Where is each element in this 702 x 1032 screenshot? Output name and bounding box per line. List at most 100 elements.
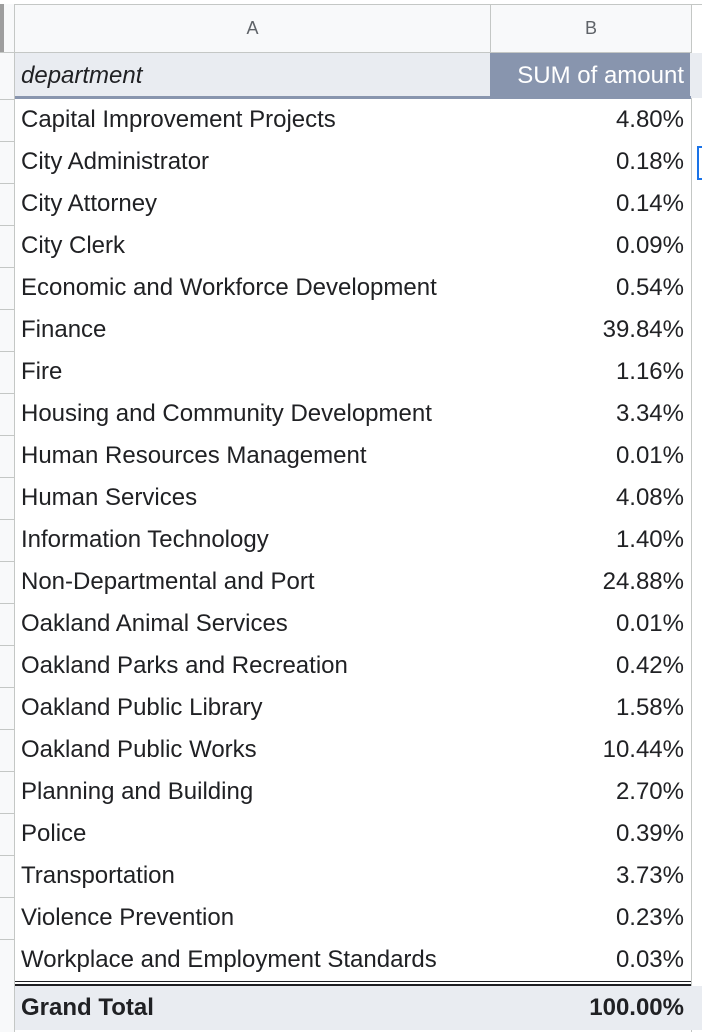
amount-cell[interactable]: 0.18% xyxy=(490,148,690,176)
department-cell[interactable]: City Attorney xyxy=(15,190,490,218)
table-row[interactable]: Oakland Animal Services 0.01% xyxy=(15,603,702,645)
grand-total-amount[interactable]: 100.00% xyxy=(490,994,690,1022)
table-row[interactable]: City Clerk 0.09% xyxy=(15,225,702,267)
header-underline xyxy=(15,96,691,99)
amount-cell[interactable]: 0.01% xyxy=(490,610,690,638)
table-row[interactable]: Human Services 4.08% xyxy=(15,477,702,519)
row-divider xyxy=(0,771,14,772)
amount-cell[interactable]: 0.42% xyxy=(490,652,690,680)
amount-cell[interactable]: 0.03% xyxy=(490,946,690,974)
amount-cell[interactable]: 0.39% xyxy=(490,820,690,848)
department-cell[interactable]: Human Resources Management xyxy=(15,442,490,470)
amount-cell[interactable]: 2.70% xyxy=(490,778,690,806)
department-cell[interactable]: Oakland Public Works xyxy=(15,736,490,764)
table-row[interactable]: Oakland Public Works 10.44% xyxy=(15,729,702,771)
department-cell[interactable]: Housing and Community Development xyxy=(15,400,490,428)
row-divider xyxy=(0,897,14,898)
selected-cell-indicator[interactable] xyxy=(697,146,702,180)
table-row[interactable]: Violence Prevention 0.23% xyxy=(15,897,702,939)
frozen-handle[interactable] xyxy=(0,4,4,52)
department-cell[interactable]: Transportation xyxy=(15,862,490,890)
table-row[interactable]: Oakland Public Library 1.58% xyxy=(15,687,702,729)
row-divider xyxy=(0,645,14,646)
row-header-strip[interactable] xyxy=(0,53,15,1032)
row-divider xyxy=(0,813,14,814)
row-divider xyxy=(0,225,14,226)
table-row[interactable]: Human Resources Management 0.01% xyxy=(15,435,702,477)
amount-cell[interactable]: 24.88% xyxy=(490,568,690,596)
column-b-right-border xyxy=(691,53,692,1032)
row-divider xyxy=(0,729,14,730)
department-cell[interactable]: Oakland Parks and Recreation xyxy=(15,652,490,680)
table-row[interactable]: Capital Improvement Projects 4.80% xyxy=(15,99,702,141)
department-cell[interactable]: Fire xyxy=(15,358,490,386)
row-divider xyxy=(0,855,14,856)
table-row[interactable]: City Attorney 0.14% xyxy=(15,183,702,225)
department-cell[interactable]: Human Services xyxy=(15,484,490,512)
table-row[interactable]: Economic and Workforce Development 0.54% xyxy=(15,267,702,309)
amount-cell[interactable]: 0.09% xyxy=(490,232,690,260)
row-divider xyxy=(0,435,14,436)
table-row[interactable]: Housing and Community Development 3.34% xyxy=(15,393,702,435)
department-cell[interactable]: Information Technology xyxy=(15,526,490,554)
row-divider xyxy=(0,939,14,940)
column-header-a[interactable]: A xyxy=(15,5,491,53)
amount-cell[interactable]: 0.14% xyxy=(490,190,690,218)
amount-cell[interactable]: 3.73% xyxy=(490,862,690,890)
table-row[interactable]: Fire 1.16% xyxy=(15,351,702,393)
department-cell[interactable]: Economic and Workforce Development xyxy=(15,274,490,302)
grid-top-border xyxy=(0,4,702,5)
amount-cell[interactable]: 1.40% xyxy=(490,526,690,554)
department-cell[interactable]: Capital Improvement Projects xyxy=(15,106,490,134)
amount-cell[interactable]: 0.54% xyxy=(490,274,690,302)
table-row[interactable]: Transportation 3.73% xyxy=(15,855,702,897)
amount-cell[interactable]: 3.34% xyxy=(490,400,690,428)
grand-total-row[interactable]: Grand Total 100.00% xyxy=(15,986,702,1030)
row-divider xyxy=(0,393,14,394)
row-divider xyxy=(0,477,14,478)
amount-cell[interactable]: 4.08% xyxy=(490,484,690,512)
table-row[interactable]: Police 0.39% xyxy=(15,813,702,855)
table-row[interactable]: Oakland Parks and Recreation 0.42% xyxy=(15,645,702,687)
table-row[interactable]: Workplace and Employment Standards 0.03% xyxy=(15,939,702,981)
row-divider xyxy=(0,519,14,520)
column-header-b[interactable]: B xyxy=(491,5,692,53)
department-cell[interactable]: City Administrator xyxy=(15,148,490,176)
row-divider xyxy=(0,99,14,100)
pivot-header-row[interactable]: department SUM of amount xyxy=(15,53,702,98)
amount-cell[interactable]: 0.23% xyxy=(490,904,690,932)
table-row[interactable]: City Administrator 0.18% xyxy=(15,141,702,183)
row-divider xyxy=(0,141,14,142)
amount-cell[interactable]: 39.84% xyxy=(490,316,690,344)
amount-cell[interactable]: 10.44% xyxy=(490,736,690,764)
total-separator xyxy=(15,981,691,982)
amount-cell[interactable]: 4.80% xyxy=(490,106,690,134)
amount-cell[interactable]: 1.16% xyxy=(490,358,690,386)
table-row[interactable]: Planning and Building 2.70% xyxy=(15,771,702,813)
department-cell[interactable]: Workplace and Employment Standards xyxy=(15,946,490,974)
row-divider xyxy=(0,561,14,562)
row-divider xyxy=(0,267,14,268)
row-divider xyxy=(0,183,14,184)
department-cell[interactable]: Police xyxy=(15,820,490,848)
row-divider xyxy=(0,309,14,310)
department-cell[interactable]: Oakland Animal Services xyxy=(15,610,490,638)
table-row[interactable]: Information Technology 1.40% xyxy=(15,519,702,561)
department-cell[interactable]: Finance xyxy=(15,316,490,344)
amount-cell[interactable]: 0.01% xyxy=(490,442,690,470)
amount-cell[interactable]: 1.58% xyxy=(490,694,690,722)
row-divider xyxy=(0,351,14,352)
header-amount-cell[interactable]: SUM of amount xyxy=(490,53,690,98)
row-divider xyxy=(0,603,14,604)
department-cell[interactable]: Oakland Public Library xyxy=(15,694,490,722)
row-divider xyxy=(0,687,14,688)
grand-total-label[interactable]: Grand Total xyxy=(15,994,490,1022)
total-separator-double xyxy=(15,984,691,986)
department-cell[interactable]: City Clerk xyxy=(15,232,490,260)
table-row[interactable]: Non-Departmental and Port 24.88% xyxy=(15,561,702,603)
header-department-cell[interactable]: department xyxy=(15,61,490,90)
table-row[interactable]: Finance 39.84% xyxy=(15,309,702,351)
department-cell[interactable]: Non-Departmental and Port xyxy=(15,568,490,596)
department-cell[interactable]: Planning and Building xyxy=(15,778,490,806)
department-cell[interactable]: Violence Prevention xyxy=(15,904,490,932)
